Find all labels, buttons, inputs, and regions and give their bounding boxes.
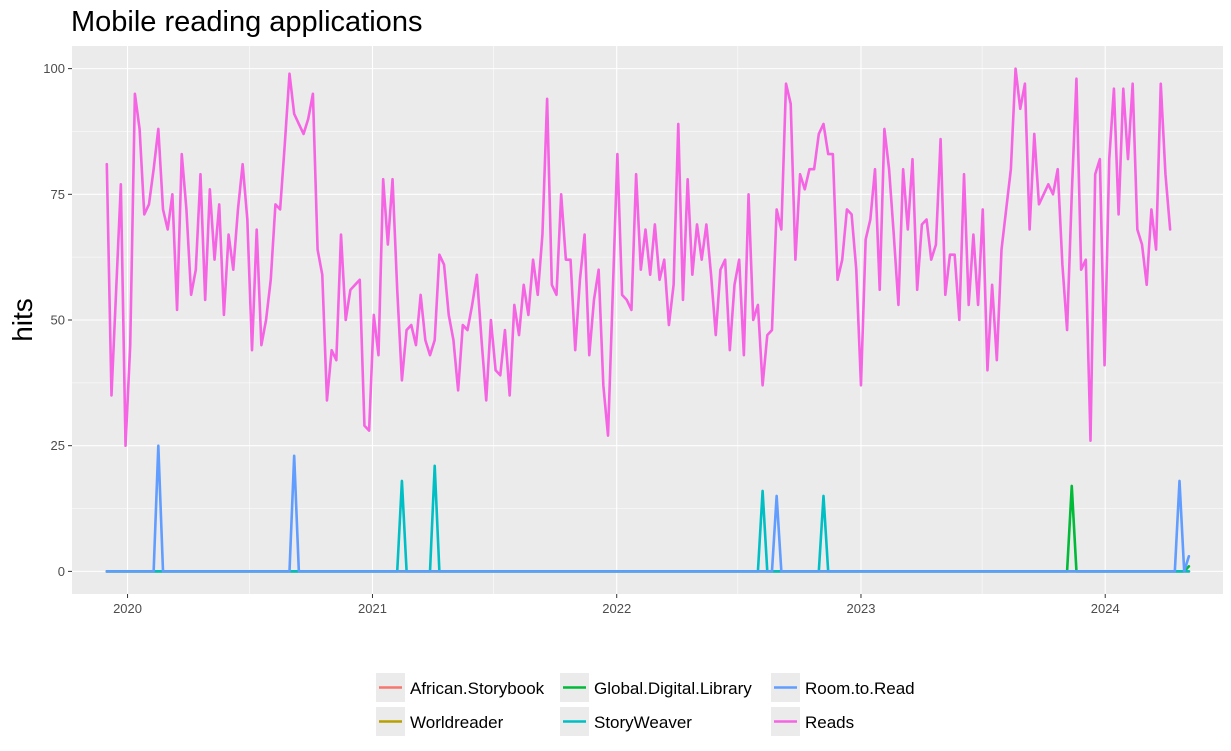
y-tick-label: 75 <box>51 187 65 202</box>
legend-label-storyweaver: StoryWeaver <box>594 713 692 732</box>
y-tick-label: 0 <box>58 564 65 579</box>
x-tick-label: 2022 <box>602 601 631 616</box>
x-tick-label: 2024 <box>1091 601 1120 616</box>
x-axis-tick-labels: 2020 2021 2022 2023 2024 <box>113 601 1120 616</box>
y-axis-label: hits <box>7 298 38 342</box>
y-tick-label: 25 <box>51 438 65 453</box>
legend-label-reads: Reads <box>805 713 854 732</box>
legend-label-worldreader: Worldreader <box>410 713 504 732</box>
x-tick-label: 2021 <box>358 601 387 616</box>
x-tick-label: 2020 <box>113 601 142 616</box>
axis-ticks <box>68 68 1106 598</box>
legend-label-african-storybook: African.Storybook <box>410 679 545 698</box>
legend: African.Storybook Worldreader Global.Digit… <box>376 673 915 736</box>
series-lines <box>105 67 1191 573</box>
chart-title: Mobile reading applications <box>71 6 422 38</box>
series-line-reads <box>105 67 1172 447</box>
legend-label-global-digital-library: Global.Digital.Library <box>594 679 752 698</box>
y-axis-tick-labels: 0 25 50 75 100 <box>43 61 65 579</box>
legend-label-room-to-read: Room.to.Read <box>805 679 915 698</box>
series-line-room-to-read <box>105 444 1191 573</box>
y-tick-label: 100 <box>43 61 65 76</box>
x-tick-label: 2023 <box>847 601 876 616</box>
y-tick-label: 50 <box>51 313 65 328</box>
